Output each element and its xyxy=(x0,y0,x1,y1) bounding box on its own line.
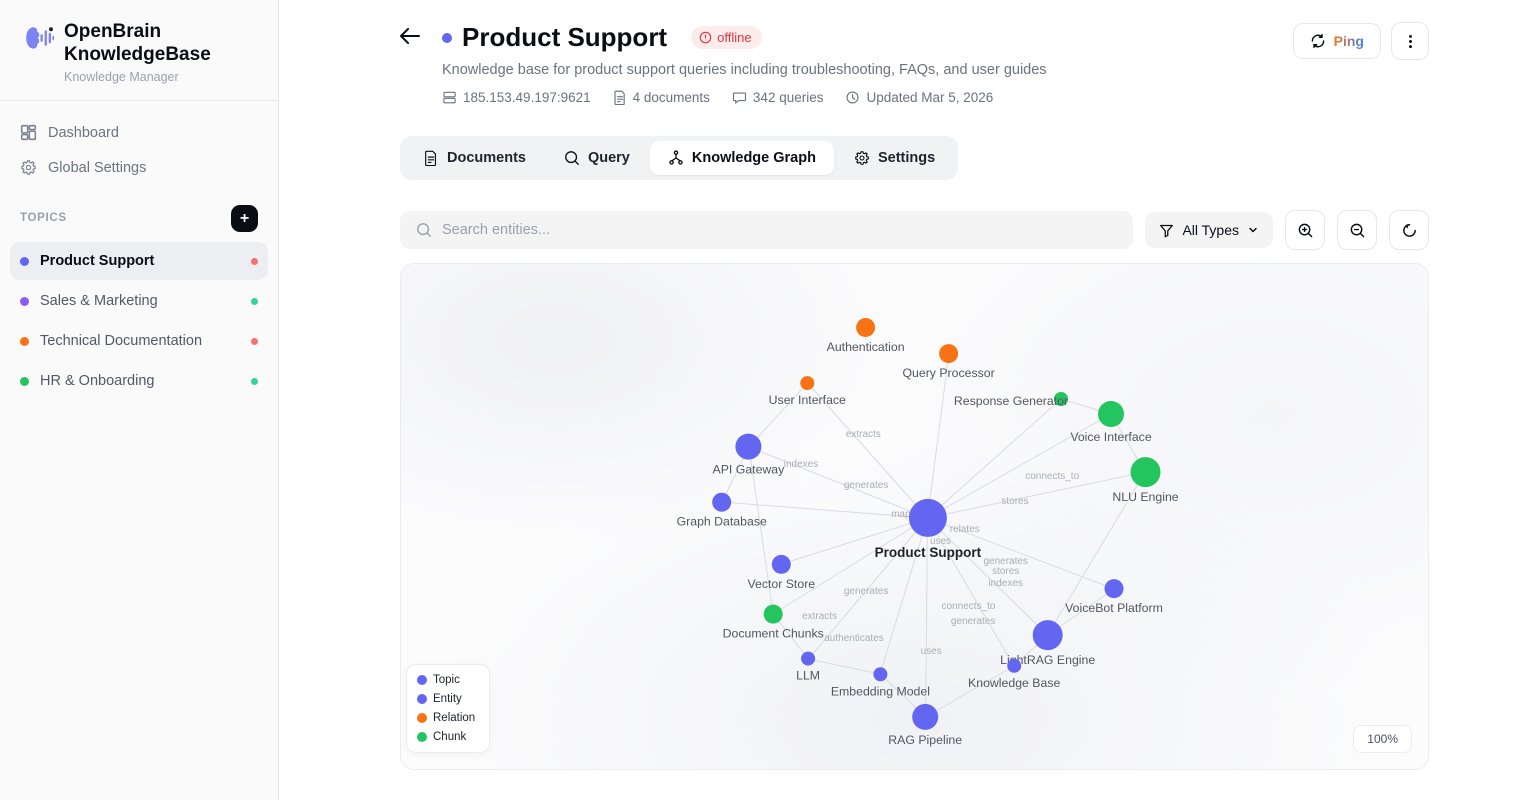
svg-text:indexes: indexes xyxy=(784,459,818,470)
svg-text:RAG Pipeline: RAG Pipeline xyxy=(888,733,962,747)
svg-text:stores: stores xyxy=(1001,496,1028,507)
svg-text:extracts: extracts xyxy=(802,611,837,622)
svg-text:Document Chunks: Document Chunks xyxy=(723,627,824,641)
svg-text:Product Support: Product Support xyxy=(875,545,982,560)
svg-text:Authentication: Authentication xyxy=(827,340,905,354)
svg-text:VoiceBot Platform: VoiceBot Platform xyxy=(1065,601,1163,615)
svg-text:connects_to: connects_to xyxy=(942,601,996,612)
svg-text:Vector Store: Vector Store xyxy=(747,577,815,591)
svg-text:relates: relates xyxy=(950,524,980,535)
svg-text:Voice Interface: Voice Interface xyxy=(1070,430,1152,444)
svg-text:Embedding Model: Embedding Model xyxy=(831,684,930,698)
svg-text:authenticates: authenticates xyxy=(824,633,884,644)
svg-text:generates: generates xyxy=(844,586,888,597)
svg-text:extracts: extracts xyxy=(846,429,881,440)
svg-text:Knowledge Base: Knowledge Base xyxy=(968,676,1060,690)
svg-text:stores: stores xyxy=(992,566,1019,577)
svg-text:Query Processor: Query Processor xyxy=(902,366,994,380)
svg-text:User Interface: User Interface xyxy=(769,393,846,407)
svg-text:uses: uses xyxy=(921,646,942,657)
svg-text:indexes: indexes xyxy=(988,578,1022,589)
svg-text:Response Generator: Response Generator xyxy=(954,394,1068,408)
svg-text:generates: generates xyxy=(951,616,995,627)
svg-text:Graph Database: Graph Database xyxy=(677,515,767,529)
svg-text:API Gateway: API Gateway xyxy=(713,463,786,477)
svg-text:LLM: LLM xyxy=(796,669,820,683)
svg-text:generates: generates xyxy=(844,480,888,491)
svg-text:NLU Engine: NLU Engine xyxy=(1112,490,1178,504)
svg-text:connects_to: connects_to xyxy=(1025,471,1079,482)
